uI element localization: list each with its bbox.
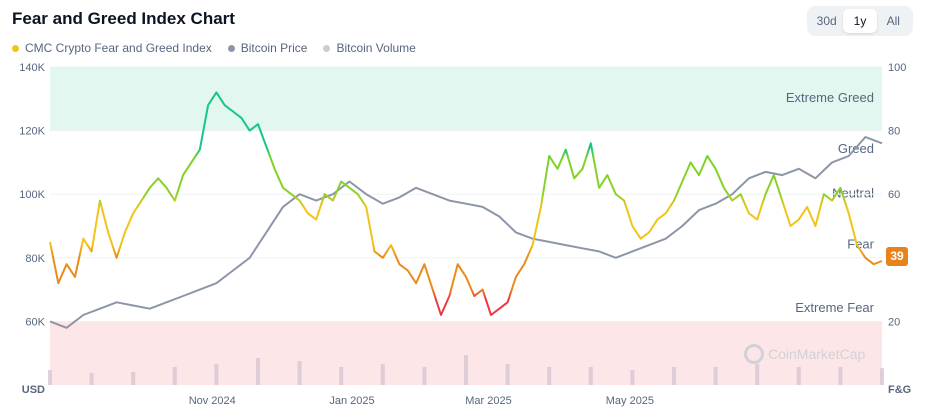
- watermark: CoinMarketCap: [744, 344, 865, 364]
- zone-label: Fear: [847, 236, 874, 251]
- x-axis-tick: Nov 2024: [189, 395, 236, 407]
- left-axis-tick: 100K: [19, 189, 45, 201]
- volume-bar: [214, 364, 219, 385]
- legend-item-bitcoin-price[interactable]: Bitcoin Price: [227, 41, 308, 55]
- legend-dot-bitcoin-price: [227, 44, 235, 52]
- zone-label: Extreme Greed: [786, 90, 874, 105]
- volume-bar: [505, 364, 510, 385]
- right-axis-label: F&G: [888, 384, 911, 396]
- volume-bar: [339, 367, 344, 385]
- volume-bar: [422, 367, 427, 385]
- legend-label-bitcoin-price: Bitcoin Price: [240, 41, 308, 55]
- volume-bar: [755, 364, 760, 385]
- volume-bar: [796, 367, 801, 385]
- x-axis-tick: May 2025: [606, 395, 654, 407]
- range-1y-button[interactable]: 1y: [843, 9, 877, 33]
- volume-bar: [256, 358, 260, 385]
- volume-bar: [48, 370, 52, 385]
- volume-bar: [464, 355, 468, 385]
- right-axis-tick: 20: [888, 316, 900, 328]
- volume-bar: [672, 367, 676, 385]
- volume-bar: [630, 370, 635, 385]
- range-30d-button[interactable]: 30d: [810, 9, 843, 33]
- range-all-button[interactable]: All: [877, 9, 910, 33]
- left-axis-tick: 120K: [19, 126, 45, 138]
- left-axis-tick: 80K: [25, 253, 45, 265]
- range-toggle: 30d 1y All: [807, 6, 913, 36]
- legend-label-bitcoin-volume: Bitcoin Volume: [336, 41, 416, 55]
- legend-dot-bitcoin-volume: [323, 44, 331, 52]
- x-axis-tick: Jan 2025: [329, 395, 374, 407]
- right-axis-tick: 60: [888, 189, 900, 201]
- volume-bar: [588, 367, 593, 385]
- legend-item-fear-greed[interactable]: CMC Crypto Fear and Greed Index: [12, 41, 212, 55]
- watermark-text: CoinMarketCap: [768, 346, 866, 362]
- zone-label: Extreme Fear: [795, 300, 874, 315]
- volume-bar: [838, 367, 843, 385]
- left-axis-tick: 60K: [25, 316, 45, 328]
- volume-bar: [880, 368, 884, 385]
- volume-bar: [380, 364, 385, 385]
- left-axis-label: USD: [22, 384, 45, 396]
- right-axis-tick: 80: [888, 126, 900, 138]
- volume-bar: [131, 371, 136, 385]
- zone-label: Neutral: [832, 185, 874, 200]
- volume-bar: [547, 367, 552, 385]
- legend-dot-fear-greed: [12, 44, 19, 52]
- fear-greed-line[interactable]: [49, 91, 883, 316]
- left-axis-tick: 140K: [19, 62, 45, 74]
- volume-bar: [297, 361, 302, 385]
- coinmarketcap-logo-icon: [744, 344, 764, 364]
- current-value-badge: 39: [886, 247, 908, 266]
- right-axis-tick: 100: [888, 62, 906, 74]
- x-axis-tick: Mar 2025: [465, 395, 511, 407]
- zone-band-0: [50, 67, 882, 131]
- legend-label-fear-greed: CMC Crypto Fear and Greed Index: [25, 41, 212, 55]
- legend-item-bitcoin-volume[interactable]: Bitcoin Volume: [323, 41, 416, 55]
- chart-legend: CMC Crypto Fear and Greed Index Bitcoin …: [12, 41, 416, 55]
- volume-bar: [713, 367, 718, 385]
- volume-bar: [172, 367, 177, 385]
- page-title: Fear and Greed Index Chart: [12, 9, 235, 28]
- bitcoin-price-line[interactable]: [49, 136, 883, 329]
- volume-bar: [89, 373, 94, 385]
